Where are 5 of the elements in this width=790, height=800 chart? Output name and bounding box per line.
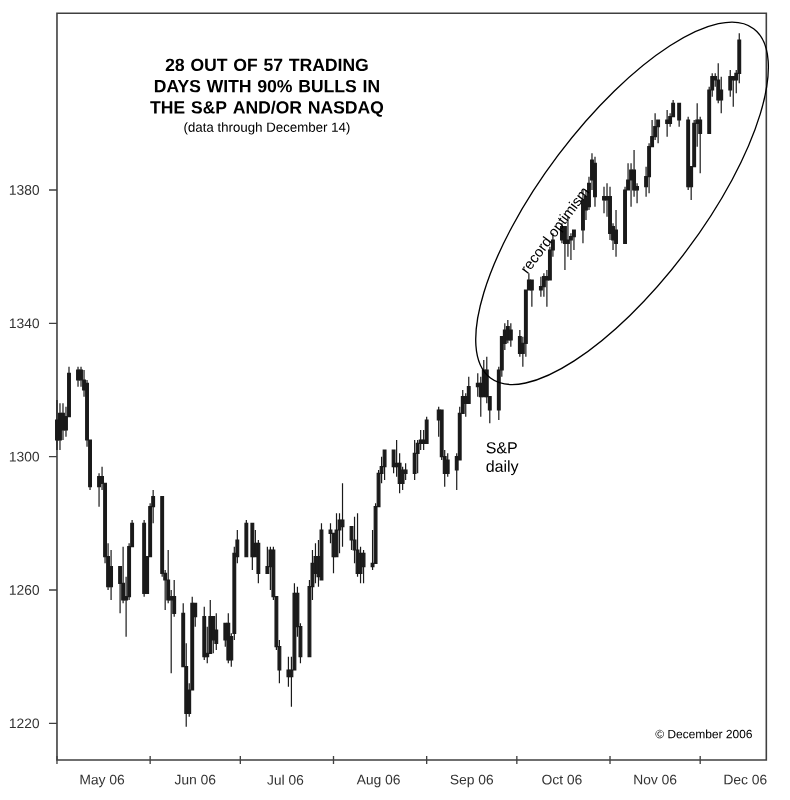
candlestick: [593, 156, 598, 208]
candlestick: [677, 102, 682, 128]
candlestick: [412, 439, 417, 481]
candlestick: [656, 119, 661, 144]
text: 28 OUT OF 57 TRADING DAYS WITH 90% BULLS IN THE S&P AND/OR NASDAQ: [150, 58, 384, 117]
